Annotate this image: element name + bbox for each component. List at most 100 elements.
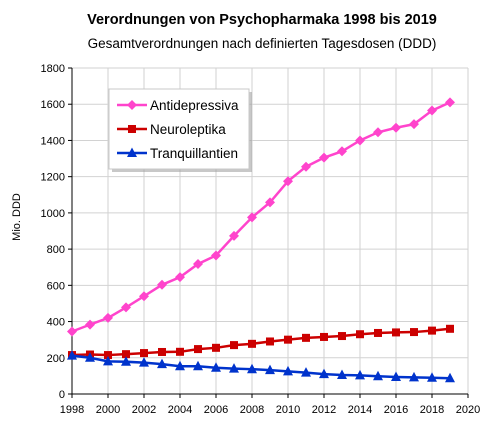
axes: 0 200 400 600 800 1000 1200 1400 1600 1800 1998 200… [41,63,481,416]
data-point-neuroleptika [212,343,220,352]
data-point-tranquillantien [85,352,95,362]
data-point-tranquillantien [337,369,347,379]
x-tick-label: 2006 [204,404,228,416]
data-point-tranquillantien [247,363,257,374]
data-point-tranquillantien [67,350,77,360]
data-point-tranquillantien [409,371,419,382]
data-point-antidepressiva [301,161,311,172]
data-point-antidepressiva [175,272,185,283]
data-point-antidepressiva [103,312,113,323]
data-point-antidepressiva [85,319,95,330]
data-point-neuroleptika [122,350,130,359]
series-line-antidepressiva [71,101,451,333]
data-point-tranquillantien [211,362,221,372]
x-tick-label: 2000 [96,404,120,416]
data-point-neuroleptika [374,328,382,337]
legend-marker-antidepressiva [127,100,137,110]
data-point-neuroleptika [284,335,292,344]
data-point-antidepressiva [445,97,455,108]
data-point-antidepressiva [391,122,401,133]
x-tick-label: 2020 [456,404,480,416]
data-point-neuroleptika [320,332,328,341]
data-point-tranquillantien [355,369,365,380]
legend-label-neuroleptika: Neuroleptika [150,122,226,137]
y-tick-label: 1000 [41,208,65,220]
legend: Antidepressiva Neuroleptika Tranquillantie… [108,88,252,172]
x-tick-label: 2002 [132,404,156,416]
data-point-tranquillantien [193,360,203,371]
data-point-antidepressiva [67,326,77,337]
data-point-antidepressiva [157,279,167,290]
data-point-antidepressiva [409,119,419,130]
data-point-tranquillantien [139,357,149,367]
data-point-neuroleptika [410,328,418,337]
data-point-neuroleptika [176,347,184,356]
data-point-tranquillantien [301,367,311,377]
data-point-neuroleptika [428,326,436,335]
data-point-antidepressiva [193,258,203,269]
series-line-tranquillantien [71,354,451,380]
series-layer [67,97,455,383]
y-tick-label: 1800 [41,63,65,75]
data-point-antidepressiva [247,212,257,223]
y-tick-label: 1600 [41,99,65,111]
chart-subtitle: Gesamtverordnungen nach definierten Tage… [88,36,437,51]
data-point-antidepressiva [337,146,347,157]
data-point-tranquillantien [157,358,167,369]
data-point-tranquillantien [121,356,131,366]
data-point-neuroleptika [158,347,166,356]
data-point-neuroleptika [446,324,454,333]
series-antidepressiva [67,97,455,337]
data-point-antidepressiva [139,291,149,302]
data-point-neuroleptika [140,349,148,358]
data-point-antidepressiva [211,250,221,261]
legend-marker-neuroleptika [128,125,136,133]
y-tick-label: 0 [59,389,65,401]
data-point-neuroleptika [266,337,274,346]
data-point-antidepressiva [373,127,383,138]
data-point-antidepressiva [265,197,275,208]
data-point-neuroleptika [194,345,202,354]
data-point-tranquillantien [373,370,383,381]
x-tick-label: 2016 [384,404,408,416]
y-tick-label: 1200 [41,172,65,184]
y-tick-label: 200 [47,353,65,365]
legend-marker-tranquillantien [127,147,137,157]
data-point-antidepressiva [427,105,437,116]
x-tick-label: 2012 [312,404,336,416]
data-point-tranquillantien [265,364,275,375]
data-point-antidepressiva [121,302,131,313]
x-tick-label: 2004 [168,404,192,416]
data-point-tranquillantien [391,371,401,381]
x-tick-label: 2018 [420,404,444,416]
data-point-neuroleptika [392,328,400,337]
data-point-tranquillantien [319,368,329,379]
data-point-neuroleptika [248,339,256,348]
series-tranquillantien [67,350,455,383]
data-point-tranquillantien [175,360,185,371]
data-point-neuroleptika [104,351,112,360]
series-line-neuroleptika [71,327,451,357]
data-point-neuroleptika [338,332,346,341]
data-point-antidepressiva [229,230,239,241]
x-tick-label: 2014 [348,404,372,416]
data-point-neuroleptika [356,330,364,339]
data-point-tranquillantien [283,365,293,376]
data-point-tranquillantien [103,355,113,366]
data-point-antidepressiva [283,176,293,187]
data-point-neuroleptika [302,333,310,342]
data-point-tranquillantien [445,372,455,383]
y-tick-label: 800 [47,244,65,256]
y-axis-label: Mio. DDD [11,193,23,241]
data-point-neuroleptika [230,341,238,350]
x-tick-label: 2008 [240,404,264,416]
data-point-tranquillantien [229,363,239,373]
y-tick-label: 400 [47,317,65,329]
data-point-antidepressiva [355,135,365,146]
x-tick-label: 1998 [60,404,84,416]
x-tick-label: 2010 [276,404,300,416]
legend-label-antidepressiva: Antidepressiva [150,98,239,113]
data-point-tranquillantien [427,372,437,382]
